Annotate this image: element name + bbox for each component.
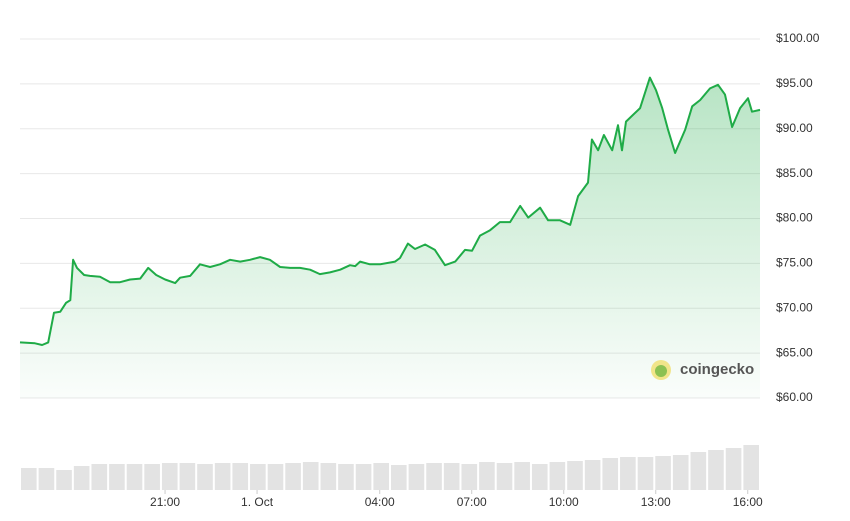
volume-bar	[179, 463, 196, 490]
y-tick-label: $80.00	[776, 211, 813, 225]
volume-bar	[496, 463, 513, 490]
y-tick-label: $85.00	[776, 166, 813, 180]
volume-bar	[672, 455, 689, 490]
volume-bar	[38, 468, 55, 490]
volume-bar	[514, 462, 530, 490]
volume-bar	[373, 463, 389, 490]
volume-bar	[743, 445, 759, 490]
x-tick-label: 07:00	[457, 495, 487, 509]
watermark: coingecko	[680, 361, 754, 378]
y-tick-label: $90.00	[776, 121, 813, 135]
volume-bar	[21, 468, 37, 490]
y-tick-label: $95.00	[776, 76, 813, 90]
y-tick-label: $100.00	[776, 31, 820, 45]
x-tick-label: 10:00	[549, 495, 579, 509]
volume-bar	[461, 464, 478, 490]
y-tick-label: $75.00	[776, 256, 813, 270]
volume-bar	[602, 458, 619, 490]
volume-bar	[144, 464, 160, 490]
volume-bar	[567, 461, 583, 490]
x-tick-label: 13:00	[641, 495, 671, 509]
volume-bar	[302, 462, 319, 490]
volume-bar	[56, 470, 72, 490]
volume-bar	[443, 463, 460, 490]
volume-bar	[109, 464, 125, 490]
y-tick-label: $65.00	[776, 345, 813, 359]
volume-bar	[391, 465, 407, 490]
volume-bar	[73, 466, 90, 490]
x-tick-label: 04:00	[365, 495, 395, 509]
watermark-logo: coingecko	[651, 360, 754, 380]
volume-bar	[620, 457, 636, 490]
logo-icon-inner	[655, 365, 667, 377]
volume-bar	[355, 464, 372, 490]
volume-bar	[338, 464, 354, 490]
volume-bar	[408, 464, 425, 490]
volume-bar	[426, 463, 442, 490]
volume-bar	[91, 464, 108, 490]
x-tick-label: 16:00	[733, 495, 763, 509]
volume-bar	[531, 464, 548, 490]
price-area	[20, 77, 760, 398]
volume-bar	[267, 464, 284, 490]
volume-bar	[250, 464, 266, 490]
volume-bar	[285, 463, 301, 490]
x-tick-label: 21:00	[150, 495, 180, 509]
volume-bar	[708, 450, 724, 490]
volume-bar	[161, 463, 178, 490]
volume-bar	[725, 448, 742, 490]
volume-bar	[232, 463, 249, 490]
volume-bar	[584, 460, 601, 490]
volume-bar	[690, 452, 707, 490]
y-tick-label: $60.00	[776, 390, 813, 404]
x-tick-label: 1. Oct	[241, 495, 274, 509]
volume-bar	[320, 463, 337, 490]
volume-bar	[197, 464, 213, 490]
volume-bar	[214, 463, 231, 490]
volume-bar	[479, 462, 495, 490]
volume-bar	[655, 456, 671, 490]
price-line	[19, 76, 761, 346]
volume-bar	[126, 464, 143, 490]
y-tick-label: $70.00	[776, 300, 813, 314]
volume-bar	[549, 462, 566, 490]
volume-bar	[637, 457, 654, 490]
